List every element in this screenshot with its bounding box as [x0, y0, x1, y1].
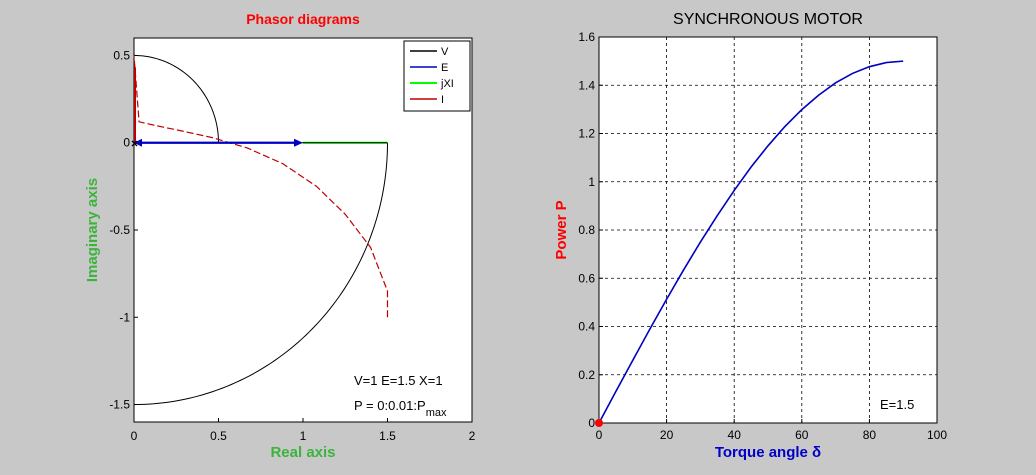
phasor-xtick-label: 0.5 — [210, 429, 227, 443]
range-annotation: P = 0:0.01:Pmax — [354, 398, 447, 419]
phasor-xtick-label: 0 — [131, 429, 138, 443]
phasor-curves: × — [131, 54, 389, 406]
phasor-xtick-label: 1.5 — [379, 429, 396, 443]
power-ytick-label: 1 — [588, 175, 595, 189]
v-locus-arc — [133, 54, 219, 143]
origin-x-marker: × — [131, 137, 138, 151]
phasor-ytick-label: 0 — [123, 136, 130, 150]
v-arrowhead — [294, 138, 303, 147]
phasor-xlabel: Real axis — [270, 444, 335, 461]
phasor-xtick-label: 1 — [300, 429, 307, 443]
power-ytick-label: 0.6 — [578, 271, 595, 285]
origin-marker — [595, 419, 603, 427]
power-ytick-label: 0 — [588, 416, 595, 430]
power-ytick-label: 1.6 — [578, 30, 595, 44]
power-curve — [598, 60, 904, 424]
phasor-ytick-label: -0.5 — [109, 223, 130, 237]
power-ytick-label: 1.2 — [578, 127, 595, 141]
range-sub: max — [426, 407, 447, 419]
phasor-ytick-label: 0.5 — [113, 48, 130, 62]
legend-label-v: V — [441, 46, 449, 58]
power-ticks: 0 20 40 60 80 100 0 0.2 0.4 0.6 0.8 1 1.2 1.4 1.6 — [578, 30, 947, 442]
i-locus — [133, 55, 389, 318]
power-ytick-label: 0.4 — [578, 320, 595, 334]
power-xtick-label: 80 — [863, 428, 877, 442]
phasor-ytick-label: -1.5 — [109, 398, 130, 412]
phasor-title: Phasor diagrams — [246, 11, 360, 27]
phasor-ticks: 0 0.5 1 1.5 2 -1.5 -1 -0.5 0 0.5 — [109, 48, 475, 443]
range-main: P = 0:0.01:P — [354, 398, 426, 413]
power-xlabel: Torque angle δ — [715, 444, 821, 461]
power-xtick-label: 100 — [927, 428, 947, 442]
power-axes: 0 20 40 60 80 100 0 0.2 0.4 0.6 0.8 1 1.2 1.4 1.6 SYNC… — [553, 11, 947, 461]
power-ytick-label: 0.2 — [578, 368, 595, 382]
power-grid — [599, 37, 937, 423]
phasor-axes: 0 0.5 1 1.5 2 -1.5 -1 -0.5 0 0.5 × Phasor diagram… — [84, 11, 476, 461]
phasor-xtick-label: 2 — [469, 429, 476, 443]
power-ytick-label: 0.8 — [578, 223, 595, 237]
power-curves — [595, 60, 904, 427]
power-ylabel: Power P — [553, 200, 570, 259]
params-annotation: V=1 E=1.5 X=1 — [354, 373, 443, 388]
power-title: SYNCHRONOUS MOTOR — [673, 11, 863, 28]
power-ytick-label: 1.4 — [578, 78, 595, 92]
legend-label-jxi: jXI — [440, 78, 454, 90]
phasor-legend: V E jXI I — [403, 40, 471, 112]
v-tail-arrowhead — [134, 138, 142, 147]
e-annotation: E=1.5 — [880, 397, 914, 412]
power-xtick-label: 20 — [660, 428, 674, 442]
legend-label-i: I — [441, 94, 444, 106]
phasor-ylabel: Imaginary axis — [84, 178, 101, 282]
power-xtick-label: 0 — [596, 428, 603, 442]
power-xtick-label: 40 — [728, 428, 742, 442]
power-xtick-label: 60 — [795, 428, 809, 442]
e-locus-arc — [133, 142, 388, 406]
legend-label-e: E — [441, 62, 448, 74]
phasor-ytick-label: -1 — [119, 310, 130, 324]
